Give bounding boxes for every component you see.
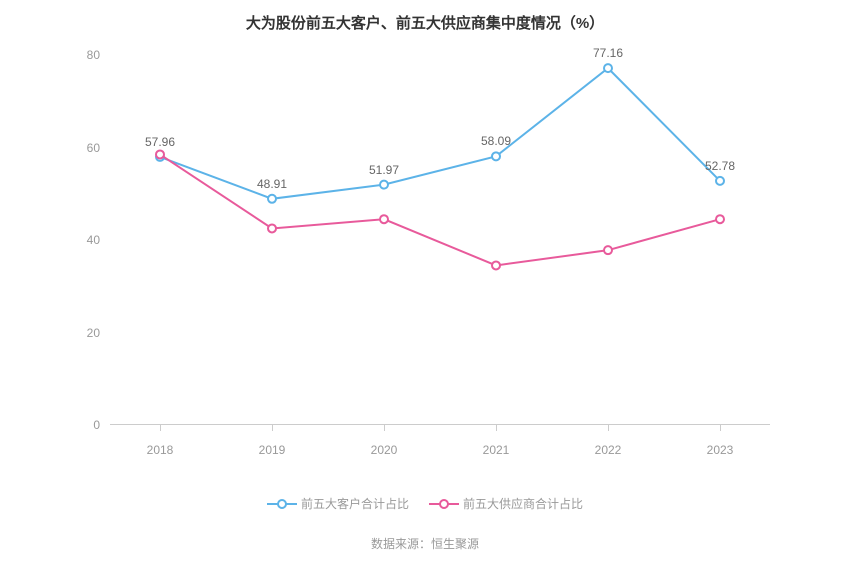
data-point [716, 177, 724, 185]
x-tick-label: 2022 [595, 443, 622, 457]
x-tick-mark [384, 425, 385, 431]
data-label: 77.16 [593, 46, 623, 60]
x-tick-mark [608, 425, 609, 431]
chart-container: 大为股份前五大客户、前五大供应商集中度情况（%） 020406080201820… [0, 0, 850, 575]
data-point [268, 195, 276, 203]
legend-marker [429, 497, 459, 511]
y-tick-label: 80 [87, 48, 100, 62]
legend-marker [267, 497, 297, 511]
data-point [156, 150, 164, 158]
x-tick-mark [496, 425, 497, 431]
data-label: 51.97 [369, 163, 399, 177]
y-tick-label: 60 [87, 141, 100, 155]
chart-lines [110, 55, 770, 425]
x-tick-label: 2023 [707, 443, 734, 457]
legend-label: 前五大客户合计占比 [301, 495, 409, 512]
data-point [492, 152, 500, 160]
data-label: 58.09 [481, 134, 511, 148]
x-tick-mark [272, 425, 273, 431]
legend-item: 前五大客户合计占比 [267, 495, 409, 512]
data-label: 48.91 [257, 177, 287, 191]
legend-label: 前五大供应商合计占比 [463, 495, 583, 512]
data-point [492, 261, 500, 269]
chart-title: 大为股份前五大客户、前五大供应商集中度情况（%） [0, 12, 850, 33]
y-tick-label: 40 [87, 233, 100, 247]
data-point [716, 215, 724, 223]
data-point [268, 224, 276, 232]
x-tick-label: 2019 [259, 443, 286, 457]
plot-area: 02040608020182019202020212022202357.9648… [110, 55, 770, 425]
x-tick-label: 2018 [147, 443, 174, 457]
data-point [380, 215, 388, 223]
data-point [604, 246, 612, 254]
y-tick-label: 0 [93, 418, 100, 432]
data-label: 57.96 [145, 135, 175, 149]
data-label: 52.78 [705, 159, 735, 173]
legend: 前五大客户合计占比 前五大供应商合计占比 [0, 495, 850, 514]
data-point [380, 181, 388, 189]
x-tick-label: 2020 [371, 443, 398, 457]
legend-item: 前五大供应商合计占比 [429, 495, 583, 512]
data-source: 数据来源：恒生聚源 [0, 535, 850, 552]
data-point [604, 64, 612, 72]
x-tick-mark [720, 425, 721, 431]
x-tick-label: 2021 [483, 443, 510, 457]
series-line [160, 68, 720, 199]
x-tick-mark [160, 425, 161, 431]
y-tick-label: 20 [87, 326, 100, 340]
